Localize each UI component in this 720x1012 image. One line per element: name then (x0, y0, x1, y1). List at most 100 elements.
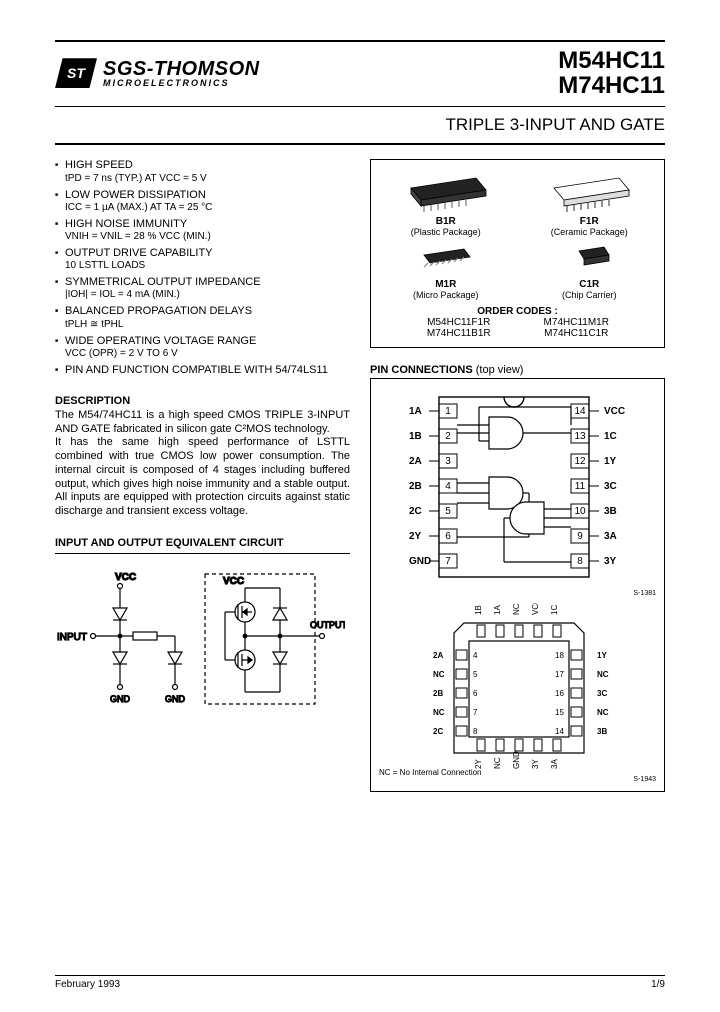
svg-text:18: 18 (555, 651, 564, 660)
svg-text:3A: 3A (550, 759, 559, 769)
footer-date: February 1993 (55, 979, 120, 990)
package-desc: (Chip Carrier) (523, 290, 657, 300)
svg-text:3Y: 3Y (604, 556, 617, 567)
svg-text:2C: 2C (409, 506, 422, 517)
package-desc: (Micro Package) (379, 290, 513, 300)
document-subtitle: TRIPLE 3-INPUT AND GATE (55, 106, 665, 145)
feature-sub: 10 LSTTL LOADS (65, 260, 350, 272)
svg-text:NC: NC (597, 708, 609, 717)
feature-head: BALANCED PROPAGATION DELAYS (65, 305, 252, 317)
svg-text:13: 13 (574, 431, 586, 442)
svg-text:12: 12 (574, 456, 586, 467)
package-b1r: B1R (Plastic Package) (379, 168, 513, 237)
plcc-pinout-diagram: 1B1ANCVCC1C2A4NC52B6NC72C81Y18NC173C16NC… (379, 603, 649, 773)
section-rule (55, 553, 350, 554)
feature-item: WIDE OPERATING VOLTAGE RANGEVCC (OPR) = … (55, 335, 350, 360)
logo-area: ST SGS-THOMSON MICROELECTRONICS (55, 48, 558, 98)
svg-text:1A: 1A (493, 605, 502, 615)
package-name: B1R (379, 216, 513, 227)
svg-text:VCC: VCC (531, 603, 540, 615)
svg-text:6: 6 (473, 689, 478, 698)
feature-item: PIN AND FUNCTION COMPATIBLE WITH 54/74LS… (55, 364, 350, 377)
vcc-label: VCC (115, 572, 136, 583)
svg-text:14: 14 (555, 727, 564, 736)
feature-head: HIGH SPEED (65, 159, 133, 171)
soic-icon (406, 241, 486, 277)
svg-text:5: 5 (473, 670, 478, 679)
feature-head: PIN AND FUNCTION COMPATIBLE WITH 54/74LS… (65, 364, 328, 376)
input-label: INPUT (57, 632, 87, 643)
svg-text:2: 2 (445, 431, 451, 442)
svg-text:1Y: 1Y (597, 651, 607, 660)
svg-text:3Y: 3Y (531, 759, 540, 769)
gnd-label: GND (165, 694, 186, 704)
svg-text:7: 7 (445, 556, 451, 567)
svg-text:GND: GND (409, 556, 431, 567)
svg-text:3: 3 (445, 456, 451, 467)
nc-note: NC = No Internal Connection (379, 768, 482, 777)
svg-text:3B: 3B (597, 727, 607, 736)
svg-text:2A: 2A (409, 456, 422, 467)
feature-item: OUTPUT DRIVE CAPABILITY10 LSTTL LOADS (55, 247, 350, 272)
pin-connections-box: 11A14VCC21B131C32A121Y42B113C52C103B62Y9… (370, 378, 665, 792)
feature-sub: VNIH = VNIL = 28 % VCC (MIN.) (65, 231, 350, 243)
page-footer: February 1993 1/9 (55, 975, 665, 990)
svg-text:3A: 3A (604, 531, 617, 542)
svg-text:1A: 1A (409, 406, 422, 417)
output-label: OUTPUT (310, 620, 345, 630)
svg-text:6: 6 (445, 531, 451, 542)
svg-text:1C: 1C (550, 605, 559, 615)
svg-text:7: 7 (473, 708, 478, 717)
svg-text:NC: NC (512, 604, 521, 616)
svg-text:9: 9 (577, 531, 583, 542)
diagram-ref: S-1943 (379, 776, 656, 783)
svg-text:NC: NC (493, 758, 502, 770)
diagram-ref: S-1381 (379, 590, 656, 597)
description-para-2: It has the same high speed performance o… (55, 436, 350, 519)
svg-text:2C: 2C (433, 727, 443, 736)
svg-text:1B: 1B (474, 606, 483, 616)
package-name: F1R (523, 216, 657, 227)
feature-item: HIGH SPEEDtPD = 7 ns (TYP.) AT VCC = 5 V (55, 159, 350, 184)
feature-item: LOW POWER DISSIPATIONICC = 1 µA (MAX.) A… (55, 189, 350, 214)
order-code: M74HC11M1R (527, 317, 627, 328)
feature-sub: ICC = 1 µA (MAX.) AT TA = 25 °C (65, 202, 350, 214)
package-c1r: C1R (Chip Carrier) (523, 241, 657, 300)
feature-sub: tPLH ≅ tPHL (65, 319, 350, 331)
description-heading: DESCRIPTION (55, 395, 350, 407)
svg-text:2B: 2B (409, 481, 422, 492)
package-name: C1R (523, 279, 657, 290)
svg-text:2A: 2A (433, 651, 443, 660)
svg-text:8: 8 (473, 727, 478, 736)
svg-text:NC: NC (597, 670, 609, 679)
svg-text:16: 16 (555, 689, 564, 698)
svg-text:2Y: 2Y (409, 531, 422, 542)
svg-text:1Y: 1Y (604, 456, 617, 467)
package-desc: (Plastic Package) (379, 227, 513, 237)
svg-text:NC: NC (433, 708, 445, 717)
svg-text:15: 15 (555, 708, 564, 717)
packages-box: B1R (Plastic Package) (370, 159, 665, 348)
company-name-block: SGS-THOMSON MICROELECTRONICS (103, 59, 260, 88)
plcc-icon (554, 241, 624, 277)
feature-head: OUTPUT DRIVE CAPABILITY (65, 247, 213, 259)
part-number-1: M54HC11 (558, 48, 665, 73)
eq-circuit-heading: INPUT AND OUTPUT EQUIVALENT CIRCUIT (55, 537, 350, 549)
company-logo: ST (55, 58, 97, 88)
svg-text:VCC: VCC (604, 406, 625, 417)
company-name: SGS-THOMSON (103, 59, 260, 79)
svg-text:1C: 1C (604, 431, 617, 442)
svg-text:11: 11 (575, 481, 586, 492)
pin-connections-heading: PIN CONNECTIONS (top view) (370, 364, 665, 376)
package-name: M1R (379, 279, 513, 290)
svg-text:1B: 1B (409, 431, 422, 442)
order-code: M74HC11B1R (409, 328, 509, 339)
svg-text:4: 4 (473, 651, 478, 660)
part-number-2: M74HC11 (558, 73, 665, 98)
svg-text:17: 17 (555, 670, 564, 679)
part-numbers: M54HC11 M74HC11 (558, 48, 665, 98)
order-code: M54HC11F1R (409, 317, 509, 328)
svg-text:3B: 3B (604, 506, 617, 517)
equivalent-circuit-diagram: VCC INPUT (55, 564, 345, 729)
svg-text:10: 10 (574, 506, 586, 517)
